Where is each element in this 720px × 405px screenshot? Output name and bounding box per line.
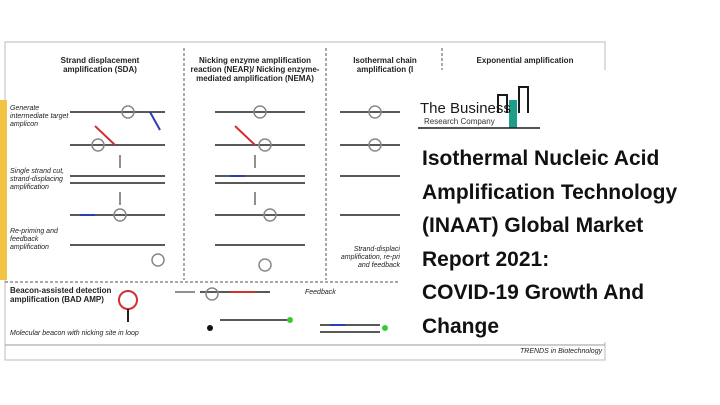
feedback-label: Feedback xyxy=(305,289,336,296)
row-label: Strand-displaci amplification, re-pri an… xyxy=(340,246,400,269)
title-line: Change xyxy=(422,314,500,338)
column-header: Strand displacement amplification (SDA) xyxy=(60,56,140,74)
column-header: Nicking enzyme amplification reaction (N… xyxy=(190,56,320,83)
beacon-caption: Molecular beacon with nicking site in lo… xyxy=(10,330,139,337)
row-label: Re-priming and feedback amplification xyxy=(10,228,58,251)
title-line: (INAAT) Global Market xyxy=(422,214,644,237)
title-line: Isothermal Nucleic Acid xyxy=(422,147,660,170)
title-line: Amplification Technology xyxy=(422,180,678,204)
row-label: Single strand cut, strand-displacing amp… xyxy=(10,168,65,191)
logo-name: The Business xyxy=(420,100,511,117)
logo-subtitle: Research Company xyxy=(424,117,495,126)
row-label: Generate intermediate target amplicon xyxy=(10,105,69,128)
title-line: Report 2021: xyxy=(422,247,550,271)
source: TRENDS in Biotechnology xyxy=(520,348,603,355)
title-line: COVID-19 Growth And xyxy=(422,281,645,304)
column-header: Exponential amplification xyxy=(476,56,574,65)
beacon-title: Beacon-assisted detection amplification … xyxy=(10,286,112,304)
column-header: Isothermal chain amplification (I xyxy=(353,56,417,74)
